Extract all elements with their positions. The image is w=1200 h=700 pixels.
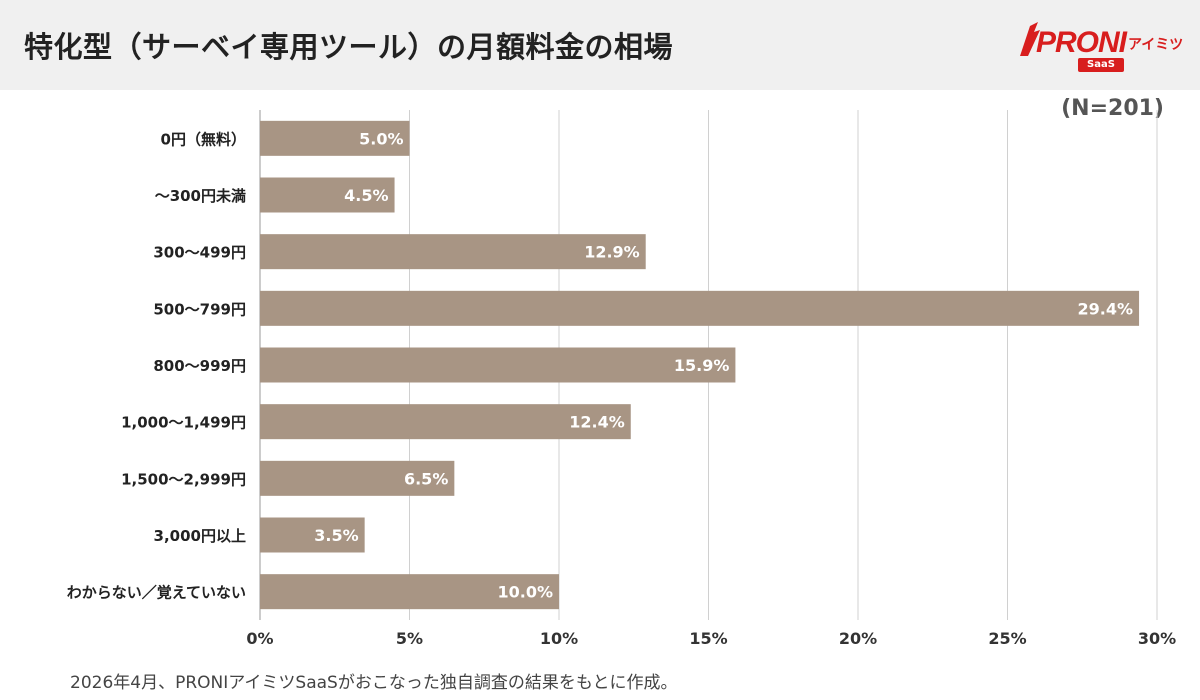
bar <box>260 574 559 610</box>
category-label: わからない／覚えていない <box>67 584 246 602</box>
bar-value-label: 29.4% <box>1078 299 1134 318</box>
category-label: 500～799円 <box>153 300 246 318</box>
page-title: 特化型（サーベイ専用ツール）の月額料金の相場 <box>24 30 674 64</box>
x-tick-label: 10% <box>540 629 578 648</box>
category-label: 300～499円 <box>153 244 246 262</box>
category-label: ～300円未満 <box>155 187 246 205</box>
category-label: 800～999円 <box>153 357 246 375</box>
logo-text: PRONI <box>1036 26 1127 59</box>
x-tick-label: 30% <box>1138 629 1176 648</box>
x-tick-label: 20% <box>839 629 877 648</box>
sample-size: (N=201) <box>1061 96 1164 121</box>
bar-value-label: 5.0% <box>359 129 403 148</box>
bar <box>260 404 631 440</box>
x-tick-label: 0% <box>246 629 273 648</box>
bar <box>260 460 455 496</box>
category-label: 1,000～1,499円 <box>121 414 246 432</box>
bar <box>260 347 736 383</box>
x-tick-label: 5% <box>396 629 423 648</box>
logo-mark-icon <box>1020 22 1040 56</box>
category-label: 1,500～2,999円 <box>121 470 246 488</box>
logo-badge: SaaS <box>1078 58 1124 72</box>
x-tick-label: 25% <box>988 629 1026 648</box>
x-tick-label: 15% <box>689 629 727 648</box>
bar <box>260 120 410 156</box>
bar-value-label: 3.5% <box>314 526 358 545</box>
bar-value-label: 12.9% <box>584 243 640 262</box>
bar <box>260 234 646 270</box>
bar-value-label: 4.5% <box>344 186 388 205</box>
bar <box>260 177 395 213</box>
bar-value-label: 10.0% <box>497 583 553 602</box>
category-label: 0円（無料） <box>161 130 246 148</box>
logo-sub: アイミツ <box>1128 37 1184 53</box>
bar <box>260 290 1140 326</box>
bar-value-label: 12.4% <box>569 413 625 432</box>
bar-value-label: 6.5% <box>404 469 448 488</box>
header-bar: 特化型（サーベイ専用ツール）の月額料金の相場 PRONI アイミツ SaaS <box>0 0 1200 90</box>
category-label: 3,000円以上 <box>154 527 246 545</box>
bar-value-label: 15.9% <box>674 356 730 375</box>
proni-logo: PRONI アイミツ SaaS <box>1016 18 1184 74</box>
bar-chart: 0% 5% 10% 15% 20% 25% 30% 5.0% 0円（無料） 4.5% ～300円未満… <box>67 110 1176 648</box>
bar <box>260 517 365 553</box>
footnote: 2026年4月、PRONIアイミツSaaSがおこなった独自調査の結果をもとに作成… <box>70 673 678 693</box>
